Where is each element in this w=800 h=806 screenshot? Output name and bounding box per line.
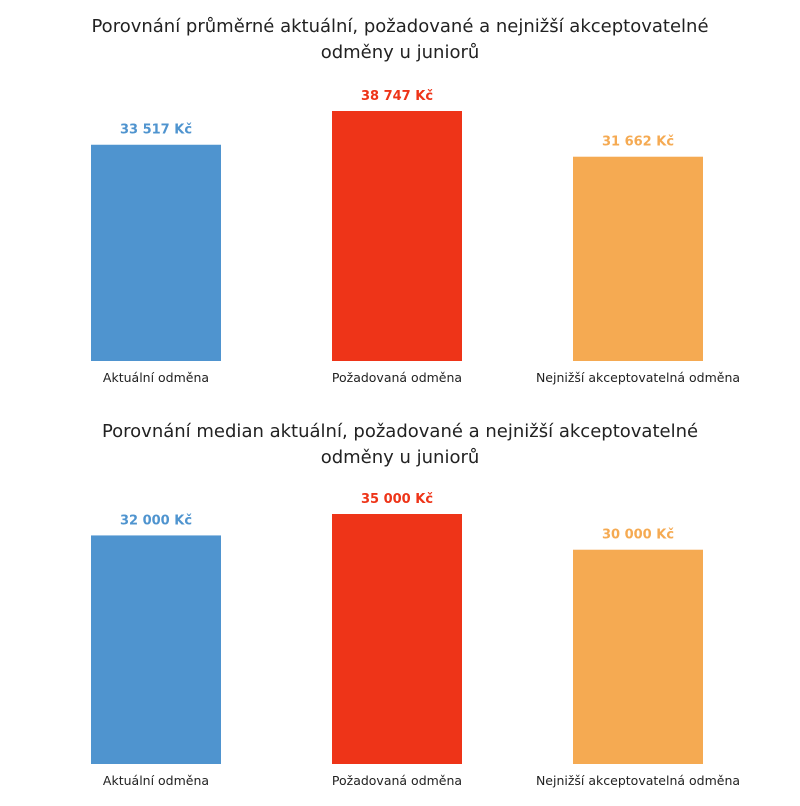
category-label: Aktuální odměna: [103, 773, 209, 788]
bar-1: [91, 535, 221, 764]
category-label: Požadovaná odměna: [332, 370, 462, 385]
mean-reward-chart: Porovnání průměrné aktuální, požadované …: [0, 14, 800, 385]
category-label: Aktuální odměna: [103, 370, 209, 385]
value-label: 38 747 Kč: [361, 89, 433, 104]
bar-2: [332, 111, 462, 361]
value-label: 35 000 Kč: [361, 492, 433, 507]
bar-2: [332, 514, 462, 764]
chart-title-line-2: odměny u juniorů: [320, 42, 480, 63]
bar-3: [573, 156, 703, 361]
value-label: 33 517 Kč: [120, 123, 192, 138]
chart-title-line-2: odměny u juniorů: [320, 447, 480, 468]
median-reward-chart: Porovnání median aktuální, požadované a …: [0, 403, 800, 806]
chart-title-line-1: Porovnání median aktuální, požadované a …: [101, 421, 699, 442]
chart-title: Porovnání průměrné aktuální, požadované …: [0, 14, 800, 66]
category-label: Nejnižší akceptovatelná odměna: [536, 370, 740, 385]
chart-plot: 33 517 Kč Aktuální odměna 38 747 Kč Požadov…: [91, 89, 740, 385]
bar-3: [573, 549, 703, 764]
value-label: 30 000 Kč: [602, 528, 674, 543]
chart-title: Porovnání median aktuální, požadované a …: [0, 419, 800, 471]
bar-1: [91, 144, 221, 361]
value-label: 32 000 Kč: [120, 513, 192, 528]
category-label: Nejnižší akceptovatelná odměna: [536, 773, 740, 788]
value-label: 31 662 Kč: [602, 135, 674, 150]
chart-title-line-1: Porovnání průměrné aktuální, požadované …: [91, 16, 709, 37]
chart-plot: 32 000 Kč Aktuální odměna 35 000 Kč Požadov…: [91, 492, 740, 788]
category-label: Požadovaná odměna: [332, 773, 462, 788]
